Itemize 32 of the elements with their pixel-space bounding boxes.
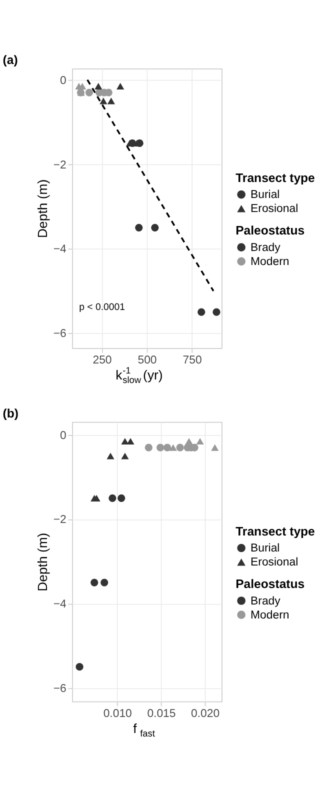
x-tick-label: 250 — [92, 354, 112, 366]
y-tick-label: 0 — [60, 74, 66, 87]
y-tick-label: −4 — [53, 244, 68, 256]
annotation: p < 0.0001 — [79, 302, 126, 314]
text: Modern — [250, 256, 290, 268]
y-axis-title: Depth (m) — [35, 179, 50, 238]
x-tick-label: 0.020 — [191, 708, 220, 720]
x-tick-label: 500 — [138, 354, 157, 366]
text: Paleostatus — [236, 577, 305, 592]
legend-title: Transect type — [236, 170, 316, 185]
y-tick-label: −6 — [53, 328, 66, 340]
y-tick-label: −4 — [53, 598, 68, 611]
legend-label: Burial — [250, 189, 280, 202]
x-tick-label: 0.010 — [103, 708, 132, 720]
text: Brady — [250, 242, 281, 254]
chart-title: (b) — [2, 406, 18, 420]
legend-title: Transect type — [236, 524, 316, 538]
x-tick-label: 0.015 — [147, 708, 176, 720]
legend-label: Burial — [250, 542, 280, 555]
legend-label: Erosional — [250, 556, 298, 569]
y-tick-label: −2 — [53, 514, 66, 526]
text: Paleostatus — [236, 224, 305, 238]
chart-title: (a) — [2, 53, 18, 68]
y-tick-label: −2 — [53, 159, 66, 172]
y-tick-label: 0 — [60, 430, 66, 442]
y-axis-title: Depth (m) — [35, 532, 50, 592]
x-tick-label: 750 — [182, 354, 202, 366]
x-axis-title: ffast — [133, 721, 156, 739]
text: Brady — [250, 595, 281, 608]
text: Modern — [250, 609, 290, 622]
y-tick-label: −6 — [53, 682, 66, 695]
legend-label: Erosional — [250, 203, 298, 216]
